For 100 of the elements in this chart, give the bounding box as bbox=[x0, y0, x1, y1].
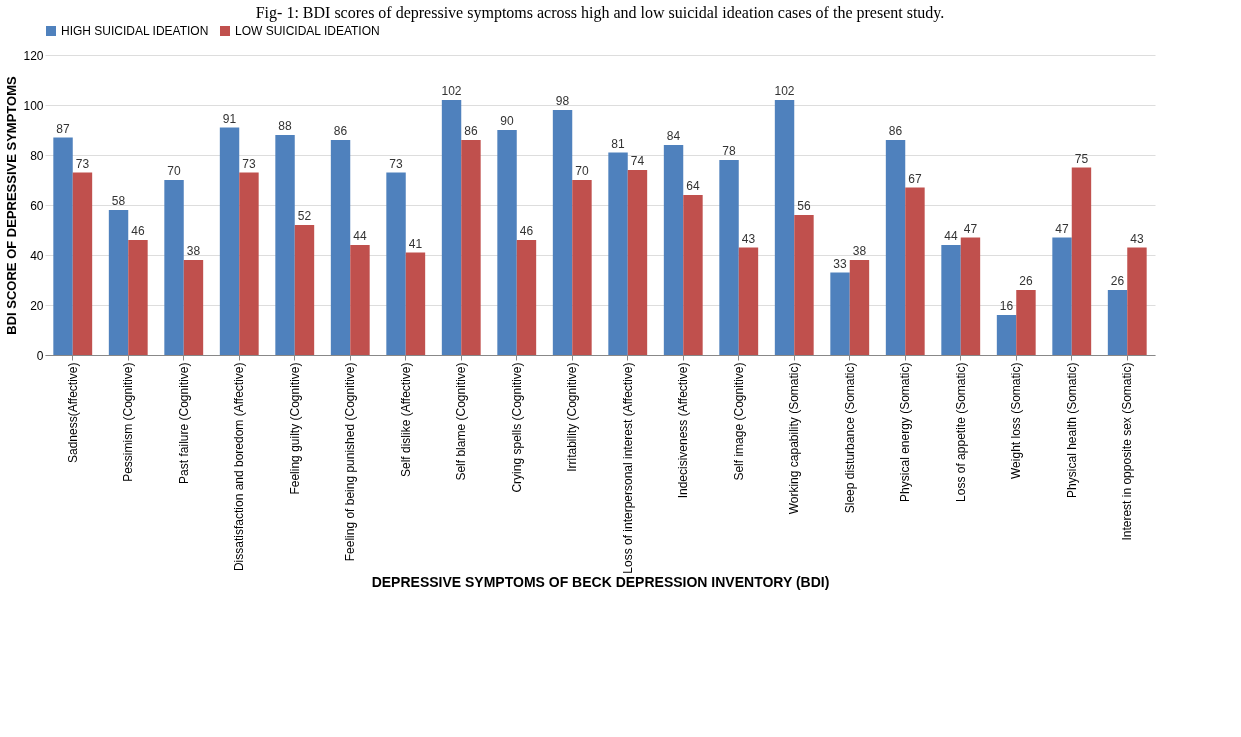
data-label: 38 bbox=[186, 244, 201, 258]
data-label: 70 bbox=[167, 164, 182, 178]
x-tick-label: Dissatisfaction and boredom (Affective) bbox=[232, 362, 247, 572]
x-tick-label: Sleep disturbance (Somatic) bbox=[842, 362, 857, 514]
x-tick-label: Feeling guilty (Cognitive) bbox=[287, 362, 302, 495]
data-label: 38 bbox=[852, 244, 867, 258]
data-label: 87 bbox=[56, 121, 71, 136]
data-label: 78 bbox=[722, 144, 737, 158]
bar bbox=[294, 225, 315, 355]
data-label: 67 bbox=[908, 171, 922, 186]
bar bbox=[164, 180, 184, 355]
bar bbox=[1107, 290, 1128, 355]
bar bbox=[663, 145, 684, 355]
x-tick-label: Working capability (Somatic) bbox=[787, 362, 802, 515]
legend-label: LOW SUICIDAL IDEATION bbox=[235, 24, 380, 38]
bar bbox=[627, 170, 648, 355]
data-label: 26 bbox=[1110, 274, 1125, 288]
data-label: 47 bbox=[963, 221, 978, 236]
bar bbox=[330, 140, 351, 355]
x-tick-label: Sadness(Affective) bbox=[65, 362, 80, 463]
bar bbox=[386, 172, 406, 355]
data-label: 52 bbox=[297, 209, 312, 223]
bar bbox=[996, 315, 1017, 355]
data-label: 64 bbox=[686, 179, 700, 193]
data-label: 86 bbox=[888, 124, 903, 138]
x-tick-label: Feeling of being punished (Cognitive) bbox=[343, 362, 358, 562]
bar bbox=[1052, 237, 1072, 355]
data-label: 70 bbox=[575, 164, 589, 178]
x-tick-label: Weight loss (Somatic) bbox=[1009, 362, 1024, 479]
bar bbox=[72, 172, 93, 355]
x-tick-label: Interest in opposite sex (Somatic) bbox=[1120, 362, 1135, 541]
x-tick-label: Pessimism (Cognitive) bbox=[121, 362, 136, 482]
data-label: 56 bbox=[797, 199, 811, 213]
data-label: 41 bbox=[408, 236, 423, 251]
x-tick-label: Self image (Cognitive) bbox=[731, 362, 746, 481]
data-label: 73 bbox=[389, 156, 404, 171]
bar bbox=[830, 272, 850, 355]
bar bbox=[183, 260, 204, 355]
x-tick-label: Crying spells (Cognitive) bbox=[509, 362, 524, 493]
bar bbox=[885, 140, 906, 355]
data-label: 26 bbox=[1019, 274, 1033, 288]
data-label: 102 bbox=[774, 84, 795, 98]
data-label: 16 bbox=[999, 299, 1014, 313]
y-tick-label: 120 bbox=[23, 48, 44, 63]
x-tick-label: Self dislike (Affective) bbox=[398, 362, 413, 477]
bar bbox=[1071, 167, 1092, 355]
x-tick-label: Indecisiveness (Affective) bbox=[676, 362, 691, 499]
bar bbox=[108, 210, 129, 355]
legend-label: HIGH SUICIDAL IDEATION bbox=[61, 24, 209, 38]
data-label: 73 bbox=[242, 156, 256, 171]
bar bbox=[239, 172, 259, 355]
data-label: 74 bbox=[630, 154, 645, 168]
y-tick-label: 0 bbox=[36, 348, 44, 363]
bar bbox=[1127, 247, 1147, 355]
x-tick-label: Past failure (Cognitive) bbox=[176, 362, 191, 484]
bar bbox=[552, 110, 573, 355]
data-label: 33 bbox=[833, 256, 848, 271]
data-label: 44 bbox=[353, 229, 367, 243]
bar bbox=[350, 245, 370, 355]
data-label: 91 bbox=[222, 111, 237, 126]
bar bbox=[774, 100, 795, 355]
bar bbox=[219, 127, 240, 355]
bar bbox=[608, 152, 628, 355]
x-axis-title: DEPRESSIVE SYMPTOMS OF BECK DEPRESSION INVENTORY (BDI) bbox=[371, 573, 830, 590]
bar bbox=[53, 137, 73, 355]
data-label: 90 bbox=[500, 114, 515, 128]
bar bbox=[849, 260, 870, 355]
bar bbox=[794, 215, 814, 355]
data-label: 43 bbox=[1130, 231, 1144, 246]
bar bbox=[441, 100, 462, 355]
x-tick-label: Irritability (Cognitive) bbox=[565, 362, 580, 472]
bar bbox=[941, 245, 961, 355]
data-label: 86 bbox=[464, 124, 478, 138]
bar bbox=[572, 180, 592, 355]
data-label: 47 bbox=[1055, 221, 1070, 236]
y-tick-label: 60 bbox=[30, 198, 44, 213]
data-label: 46 bbox=[131, 224, 145, 238]
bar bbox=[719, 160, 739, 355]
data-label: 73 bbox=[75, 156, 90, 171]
x-tick-label: Loss of appetite (Somatic) bbox=[953, 362, 968, 502]
bar bbox=[405, 252, 426, 355]
x-tick-label: Physical energy (Somatic) bbox=[898, 362, 913, 502]
data-label: 86 bbox=[333, 124, 348, 138]
bar bbox=[1016, 290, 1036, 355]
bar bbox=[960, 237, 981, 355]
x-tick-label: Self blame (Cognitive) bbox=[454, 362, 469, 481]
bar bbox=[683, 195, 703, 355]
data-label: 43 bbox=[741, 231, 756, 246]
data-label: 75 bbox=[1074, 151, 1089, 166]
bar bbox=[275, 135, 295, 355]
bar bbox=[461, 140, 481, 355]
bar bbox=[516, 240, 537, 355]
bar bbox=[738, 247, 759, 355]
x-tick-label: Loss of interpersonal interest (Affective) bbox=[620, 362, 635, 574]
y-tick-label: 20 bbox=[30, 298, 44, 313]
y-axis-title: BDI SCORE OF DEPRESSIVE SYMPTOMS bbox=[4, 76, 20, 335]
chart-title: Fig- 1: BDI scores of depressive symptoms across high and low suicidal ideation cases of the present study. bbox=[255, 4, 945, 22]
y-tick-label: 100 bbox=[23, 98, 44, 113]
data-label: 88 bbox=[278, 119, 293, 133]
data-label: 81 bbox=[611, 136, 626, 151]
